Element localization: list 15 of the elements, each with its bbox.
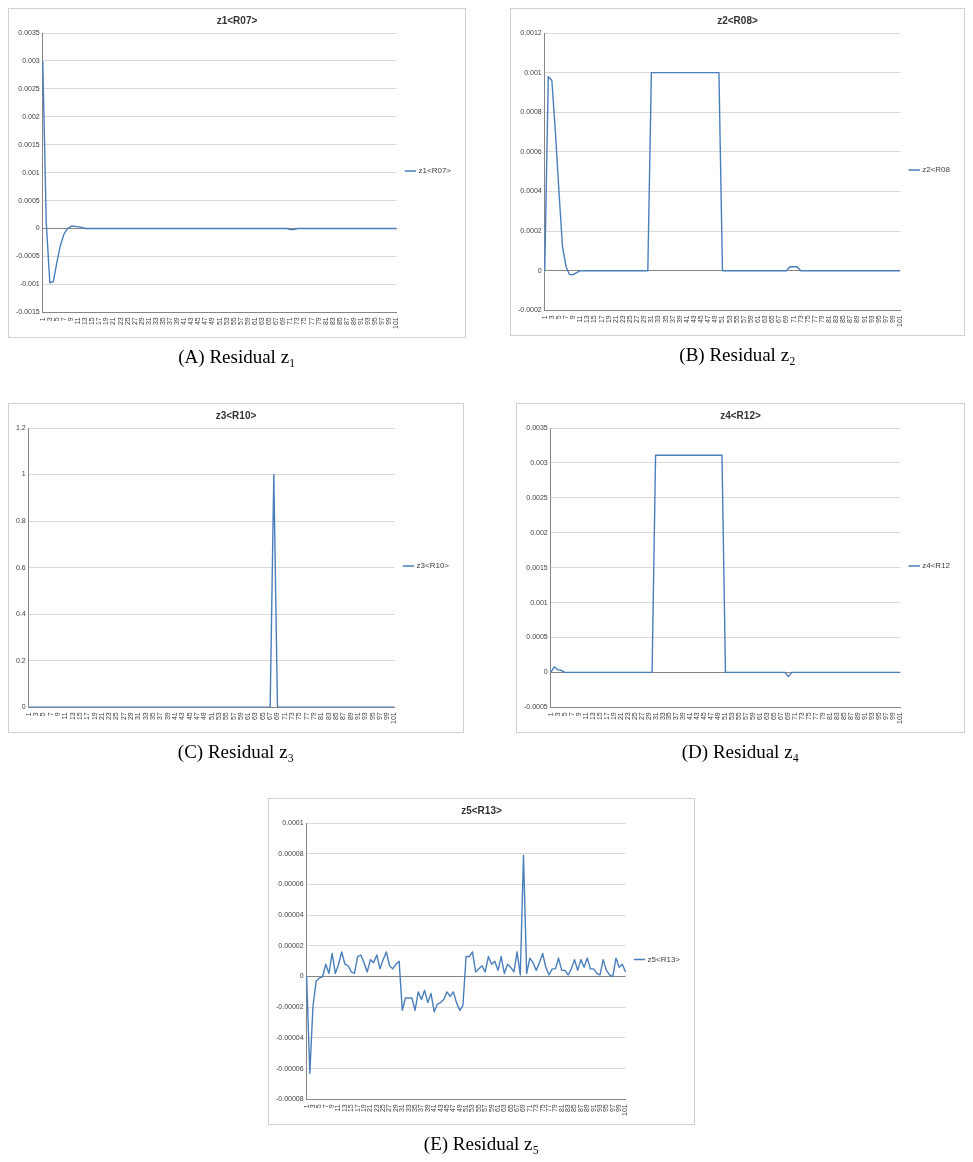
legend-label: z1<R07> [418,166,452,176]
chart-title: z4<R12> [720,409,761,421]
text: (B) Residual z₂ [678,344,797,366]
legend-label: z2<R08 [922,165,951,175]
chart-title: z5<R13> [461,804,502,816]
text: (C) Residual z₃ [176,741,296,763]
chart-title: z2<R08> [717,14,758,26]
legend-label: z5<R13> [647,954,681,964]
text: (A) Residual z₁ [177,346,297,368]
chart-title: z3<R10> [215,409,257,421]
text: (D) Residual z₄ [680,741,801,763]
legend-label: z4<R12 [922,561,951,571]
text: (E) Residual z₅ [422,1133,541,1155]
chart-title: z1<R07> [216,14,258,26]
legend-label: z3<R10> [416,561,450,571]
